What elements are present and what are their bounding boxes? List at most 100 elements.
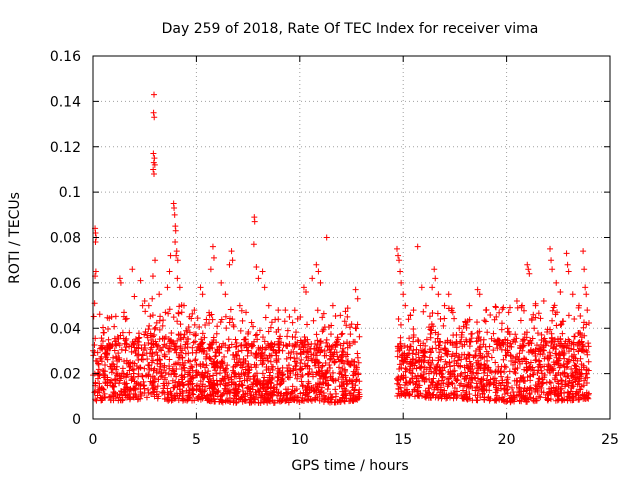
data-point — [311, 388, 318, 395]
data-point — [474, 337, 481, 344]
data-point — [514, 304, 521, 311]
data-point — [349, 384, 356, 391]
data-point — [200, 372, 207, 379]
data-point — [316, 391, 323, 398]
data-point — [499, 377, 506, 384]
data-point — [199, 383, 206, 390]
y-tick-label: 0 — [72, 412, 81, 428]
data-point — [267, 398, 274, 405]
data-point — [575, 378, 582, 385]
data-point — [294, 315, 301, 322]
data-point — [349, 378, 356, 385]
data-point — [110, 389, 117, 396]
data-point — [207, 266, 214, 273]
data-point — [245, 385, 252, 392]
data-point — [577, 312, 584, 319]
data-point — [510, 389, 517, 396]
data-point — [522, 358, 529, 365]
data-point — [526, 363, 533, 370]
data-point — [327, 390, 334, 397]
data-point — [223, 397, 230, 404]
data-point — [138, 356, 145, 363]
data-point — [492, 304, 499, 311]
data-point — [308, 397, 315, 404]
data-point — [102, 361, 109, 368]
data-point — [256, 327, 263, 334]
data-point — [252, 372, 259, 379]
data-point — [432, 366, 439, 373]
data-point — [191, 321, 198, 328]
data-point — [547, 326, 554, 333]
data-point — [100, 386, 107, 393]
data-point — [394, 353, 401, 360]
data-point — [335, 356, 342, 363]
data-point — [132, 336, 139, 343]
data-point — [268, 340, 275, 347]
data-point — [291, 307, 298, 314]
data-point — [126, 343, 133, 350]
axes: 0 5 10 15 20 25 0 0.02 0.04 0.06 0.08 0.1 0.12 0.14 0.… — [50, 49, 619, 448]
data-point — [461, 341, 468, 348]
data-point — [413, 346, 420, 353]
data-point — [512, 358, 519, 365]
data-point — [97, 345, 104, 352]
data-point — [174, 257, 181, 264]
data-point — [193, 383, 200, 390]
data-point — [107, 341, 114, 348]
data-point — [238, 347, 245, 354]
data-point — [264, 340, 271, 347]
data-point — [116, 380, 123, 387]
data-point — [241, 336, 248, 343]
data-point — [484, 372, 491, 379]
data-point — [99, 344, 106, 351]
data-point — [219, 360, 226, 367]
data-point — [538, 331, 545, 338]
data-point — [487, 376, 494, 383]
data-point — [151, 91, 158, 98]
data-point — [211, 363, 218, 370]
data-point — [481, 317, 488, 324]
data-point — [264, 399, 271, 406]
data-point — [498, 396, 505, 403]
data-point — [298, 356, 305, 363]
data-point — [478, 376, 485, 383]
data-point — [257, 400, 264, 407]
data-point — [569, 390, 576, 397]
data-point — [324, 386, 331, 393]
data-point — [482, 307, 489, 314]
data-point — [490, 330, 497, 337]
data-point — [498, 373, 505, 380]
data-point — [580, 362, 587, 369]
data-point — [459, 329, 466, 336]
data-point — [135, 345, 142, 352]
data-point — [139, 356, 146, 363]
data-point — [156, 291, 163, 298]
data-point — [146, 362, 153, 369]
data-point — [266, 378, 273, 385]
data-point — [501, 382, 508, 389]
data-point — [327, 331, 334, 338]
data-point — [199, 339, 206, 346]
data-point — [525, 266, 532, 273]
data-point — [517, 374, 524, 381]
data-point — [255, 344, 262, 351]
data-point — [571, 316, 578, 323]
data-point — [209, 316, 216, 323]
data-point — [301, 334, 308, 341]
data-point — [298, 339, 305, 346]
data-point — [218, 398, 225, 405]
data-point — [205, 345, 212, 352]
data-point — [166, 306, 173, 313]
data-point — [462, 369, 469, 376]
data-point — [397, 321, 404, 328]
data-point — [437, 338, 444, 345]
data-point — [129, 359, 136, 366]
data-point — [466, 365, 473, 372]
data-point — [232, 336, 239, 343]
data-point — [342, 391, 349, 398]
data-point — [228, 374, 235, 381]
data-point — [102, 350, 109, 357]
data-point — [414, 392, 421, 399]
data-point — [322, 394, 329, 401]
data-point — [395, 316, 402, 323]
